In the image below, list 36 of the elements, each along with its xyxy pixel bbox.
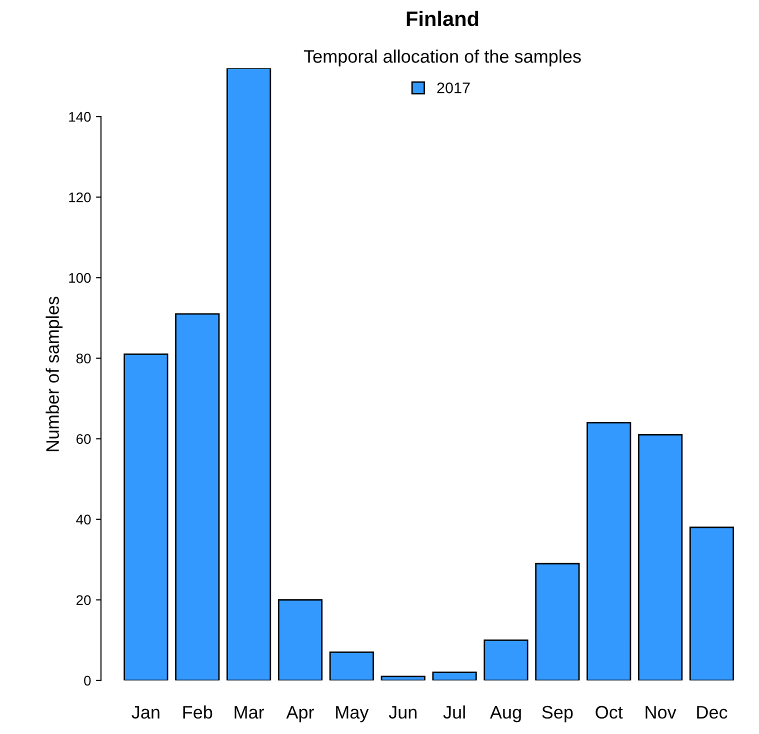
x-tick-label: Sep — [542, 706, 573, 722]
bar — [329, 652, 374, 680]
bar — [432, 672, 477, 680]
x-tick-label: Aug — [490, 706, 521, 722]
x-tick-label: Mar — [234, 706, 264, 719]
y-tick-label: 60 — [76, 434, 91, 444]
y-tick-label: 120 — [69, 192, 91, 202]
chart-subtitle: Temporal allocation of the samples — [304, 50, 581, 66]
x-tick-label: Jul — [443, 705, 465, 719]
legend-label: 2017 — [437, 82, 470, 94]
x-tick-label: Feb — [183, 705, 212, 719]
bar — [638, 434, 683, 680]
x-tick-label: Oct — [596, 706, 623, 719]
bar — [380, 676, 426, 680]
x-tick-label: May — [336, 706, 369, 722]
x-tick-label: Dec — [697, 706, 728, 719]
x-tick-label: Apr — [286, 706, 314, 722]
y-tick-label: 100 — [69, 273, 91, 283]
bar — [175, 313, 220, 680]
bar — [278, 599, 323, 680]
bar — [535, 562, 580, 680]
y-tick-label: 80 — [76, 354, 91, 364]
y-axis-title: Number of samples — [46, 296, 63, 452]
bar — [586, 422, 632, 680]
y-tick-label: 40 — [76, 514, 91, 524]
x-tick-label: Nov — [646, 706, 676, 719]
y-tick-label: 20 — [76, 595, 91, 606]
y-tick-label: 0 — [84, 676, 91, 686]
bar — [689, 526, 734, 680]
bar — [484, 639, 528, 680]
y-tick-label: 140 — [69, 112, 91, 122]
x-tick-label: Jun — [388, 706, 416, 719]
x-tick-label: Jan — [132, 706, 160, 719]
bar — [226, 68, 272, 680]
bar — [124, 354, 168, 680]
chart-title: Finland — [406, 10, 478, 26]
